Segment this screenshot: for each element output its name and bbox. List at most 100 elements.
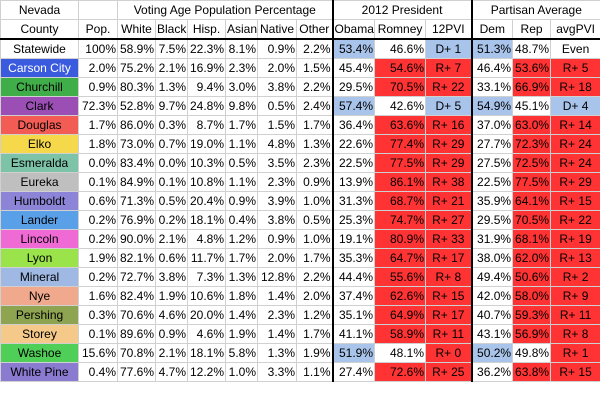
avgpvi-cell: R+ 15 [550,191,600,211]
pop-cell: 1.9% [78,248,118,268]
obama-cell: 31.3% [331,191,376,211]
other-cell: 2.2% [295,38,334,59]
asian-cell: 3.0% [225,77,258,97]
pvi-cell: R+ 16 [425,115,473,135]
asian-cell: 1.7% [225,248,258,268]
table-row: Pershing 0.3% 70.6% 4.6% 20.0% 1.4% 2.3% 1.2% 35… [0,305,600,325]
pvi-cell: R+ 8 [425,267,473,287]
avgpvi-cell: D+ 4 [550,96,600,116]
asian-cell: 0.4% [225,210,258,230]
table-row: Churchill 0.9% 80.3% 1.3% 9.4% 3.0% 3.8% 2.2% 29… [0,77,600,97]
obama-cell: 36.4% [331,115,376,135]
avgpvi-cell: R+ 24 [550,153,600,173]
group-header-row: Nevada Voting Age Population Percentage … [0,0,600,20]
obama-cell: 57.4% [331,96,376,116]
other-cell: 1.9% [295,343,334,363]
obama-cell: 35.3% [331,248,376,268]
rep-cell: 72.5% [512,153,552,173]
native-cell: 3.9% [257,191,297,211]
romney-cell: 42.6% [374,96,427,116]
other-cell: 1.5% [295,58,334,78]
white-cell: 90.0% [117,229,156,249]
col-county: County [0,19,79,40]
table-row: Esmeralda 0.0% 83.4% 0.0% 10.3% 0.5% 3.5% 2.3% 2… [0,153,600,173]
dem-cell: 27.5% [470,153,514,173]
asian-cell: 1.1% [225,134,258,154]
pvi-cell: R+ 38 [425,172,473,192]
pvi-cell: R+ 17 [425,305,473,325]
hisp-cell: 7.3% [187,267,226,287]
hisp-cell: 18.1% [187,210,226,230]
romney-cell: 58.9% [374,324,427,344]
pop-cell: 0.2% [78,267,118,287]
hisp-cell: 20.0% [187,305,226,325]
obama-cell: 13.9% [331,172,376,192]
hisp-cell: 8.7% [187,115,226,135]
other-cell: 2.4% [295,96,334,116]
white-cell: 80.3% [117,77,156,97]
dem-cell: 50.2% [470,343,514,363]
rep-cell: 64.1% [512,191,552,211]
white-cell: 58.9% [117,38,156,59]
black-cell: 7.5% [155,38,188,59]
table-row: Eureka 0.1% 84.9% 0.1% 10.8% 1.1% 2.3% 0.9% 13.9… [0,172,600,192]
romney-cell: 68.7% [374,191,427,211]
other-cell: 1.7% [295,324,334,344]
county-name-cell: Pershing [0,305,79,325]
rep-cell: 48.7% [512,38,552,59]
other-cell: 1.2% [295,305,334,325]
black-cell: 0.9% [155,324,188,344]
white-cell: 73.0% [117,134,156,154]
avgpvi-cell: R+ 24 [550,134,600,154]
rep-cell: 45.1% [512,96,552,116]
asian-cell: 1.3% [225,267,258,287]
county-name-cell: Washoe [0,343,79,363]
black-cell: 9.7% [155,96,188,116]
rep-cell: 58.0% [512,286,552,306]
native-cell: 2.0% [257,248,297,268]
obama-cell: 51.9% [331,343,376,363]
hisp-cell: 9.4% [187,77,226,97]
pop-cell: 0.3% [78,305,118,325]
romney-cell: 74.7% [374,210,427,230]
pvi-cell: R+ 15 [425,286,473,306]
obama-cell: 22.6% [331,134,376,154]
pop-cell: 0.6% [78,191,118,211]
obama-cell: 25.3% [331,210,376,230]
county-name-cell: Eureka [0,172,79,192]
col-pop: Pop. [78,19,118,40]
avgpvi-cell: R+ 11 [550,305,600,325]
rep-cell: 53.6% [512,58,552,78]
county-name-cell: Lander [0,210,79,230]
romney-cell: 48.1% [374,343,427,363]
dem-cell: 35.9% [470,191,514,211]
rep-cell: 68.1% [512,229,552,249]
pop-cell: 0.2% [78,210,118,230]
pvi-cell: R+ 7 [425,58,473,78]
rep-cell: 63.8% [512,362,552,382]
county-name-cell: Lincoln [0,229,79,249]
obama-cell: 27.4% [331,362,376,382]
romney-cell: 46.6% [374,38,427,59]
county-name-cell: Statewide [0,38,79,59]
white-cell: 83.4% [117,153,156,173]
black-cell: 0.5% [155,191,188,211]
asian-cell: 9.8% [225,96,258,116]
romney-cell: 80.9% [374,229,427,249]
white-cell: 84.9% [117,172,156,192]
other-cell: 2.2% [295,77,334,97]
obama-cell: 35.1% [331,305,376,325]
pvi-cell: D+ 5 [425,96,473,116]
black-cell: 1.9% [155,286,188,306]
table-row: Douglas 1.7% 86.0% 0.3% 8.7% 1.7% 1.5% 1.7% 36.4… [0,115,600,135]
table-row: Washoe 15.6% 70.8% 2.1% 18.1% 5.8% 1.3% 1.9% 51.… [0,343,600,363]
native-cell: 2.3% [257,305,297,325]
table-row: Statewide 100% 58.9% 7.5% 22.3% 8.1% 0.9% 2.2% 5… [0,38,600,59]
romney-cell: 72.6% [374,362,427,382]
other-cell: 1.1% [295,362,334,382]
black-cell: 0.7% [155,134,188,154]
hisp-cell: 4.8% [187,229,226,249]
asian-cell: 1.2% [225,229,258,249]
table-row: Carson City 2.0% 75.2% 2.1% 16.9% 2.3% 2.0% 1.5… [0,58,600,78]
column-header-row: County Pop. White Black Hisp. Asian Nati… [0,19,600,40]
